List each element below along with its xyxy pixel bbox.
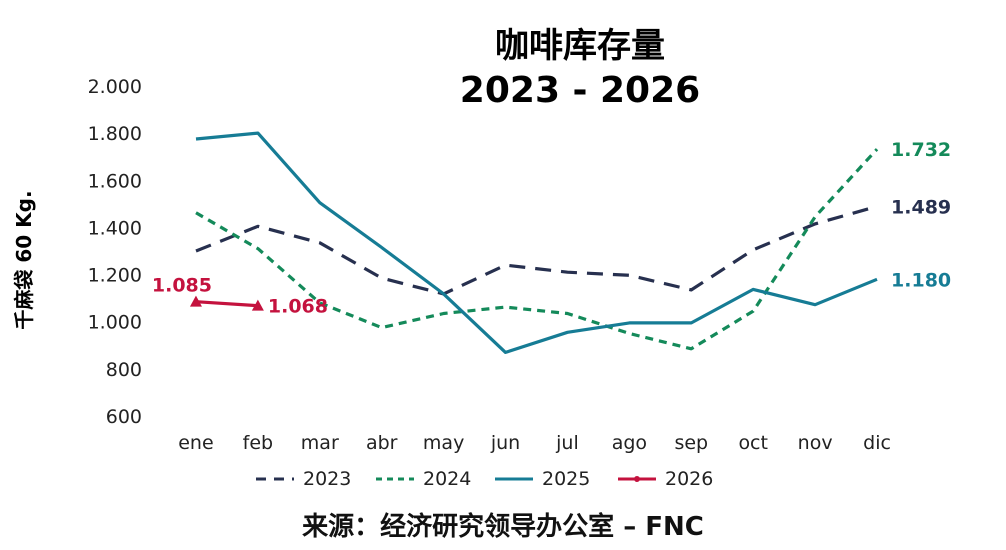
y-tick-label: 2.000 [88, 76, 142, 98]
y-tick-label: 1.400 [88, 217, 142, 239]
x-tick-label: may [423, 432, 464, 454]
x-tick-label: jun [490, 432, 520, 454]
chart-title: 咖啡库存量 [495, 26, 665, 66]
series-line-2023 [195, 204, 878, 296]
x-tick-label: feb [243, 432, 273, 454]
line-chart: 600 800 1.000 1.200 1.400 1.600 1.800 2.000 ene… [88, 76, 952, 454]
legend-label: 2024 [423, 468, 472, 490]
x-axis-ticks: ene feb mar abr may jun jul ago sep oct nov dic [178, 432, 891, 454]
y-tick-label: 1.000 [88, 312, 142, 334]
data-label-2026-start: 1.085 [152, 275, 212, 297]
x-tick-label: mar [301, 432, 339, 454]
legend-item-2024: 2024 [375, 462, 471, 496]
legend: 2023 2024 2025 2026 [0, 462, 1006, 496]
y-tick-label: 1.200 [88, 265, 142, 287]
y-tick-label: 800 [106, 359, 142, 381]
data-label-2023-end: 1.489 [891, 196, 951, 218]
data-label-2025-end: 1.180 [891, 269, 951, 291]
x-tick-label: sep [674, 432, 708, 454]
source-note: 来源：经济研究领导办公室 – FNC [302, 512, 704, 542]
y-axis-ticks: 600 800 1.000 1.200 1.400 1.600 1.800 2.000 [88, 76, 142, 428]
data-label-2026-end: 1.068 [268, 296, 328, 318]
x-tick-label: jul [555, 432, 579, 454]
x-tick-label: abr [366, 432, 398, 454]
x-tick-label: ene [178, 432, 213, 454]
series-line-2025 [195, 131, 878, 354]
x-tick-label: ago [612, 432, 647, 454]
x-tick-label: dic [863, 432, 891, 454]
chart-subtitle: 2023 - 2026 [459, 70, 701, 111]
data-point-marker [189, 295, 202, 307]
series-line-2026 [195, 300, 259, 308]
legend-swatch [495, 477, 533, 481]
y-tick-label: 1.800 [88, 123, 142, 145]
data-point-marker [251, 299, 264, 311]
legend-label: 2025 [542, 468, 591, 490]
y-tick-label: 1.600 [88, 170, 142, 192]
legend-swatch [376, 477, 414, 481]
y-tick-label: 600 [106, 406, 142, 428]
x-tick-label: nov [798, 432, 833, 454]
legend-swatch [256, 477, 294, 481]
legend-item-2023: 2023 [255, 462, 351, 496]
data-label-2024-end: 1.732 [891, 139, 951, 161]
series-lines [189, 131, 879, 354]
series-line-2024 [195, 148, 879, 351]
legend-item-2026: 2026 [617, 462, 713, 496]
legend-label: 2026 [665, 468, 714, 490]
x-tick-label: oct [738, 432, 768, 454]
legend-item-2025: 2025 [494, 462, 590, 496]
legend-label: 2023 [303, 468, 352, 490]
data-labels: 1.489 1.732 1.180 1.068 1.085 [152, 139, 951, 318]
legend-swatch [618, 476, 656, 482]
